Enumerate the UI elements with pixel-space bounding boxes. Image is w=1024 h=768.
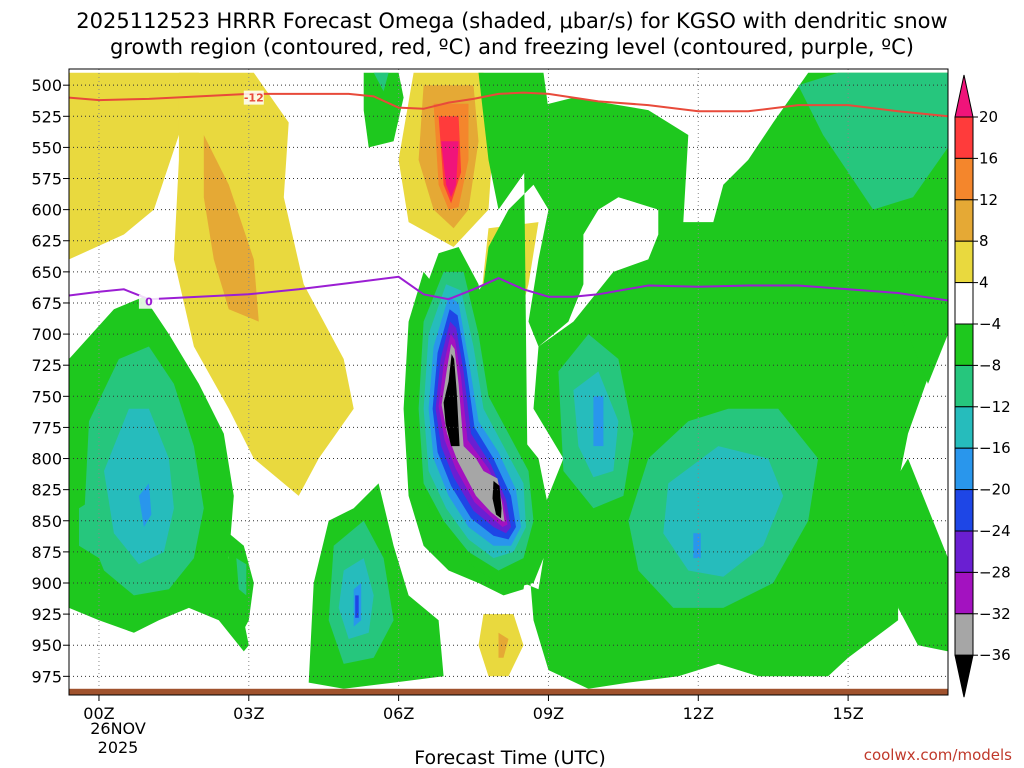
y-tick-label-625: 625 [31,232,62,251]
colorbar-label-2: 12 [979,191,998,209]
colorbar-label-11: −28 [979,563,1011,581]
colorbar-label-10: −24 [979,522,1011,540]
y-tick-label-950: 950 [31,636,62,655]
colorbar-label-8: −16 [979,439,1011,457]
y-tick-label-550: 550 [31,138,62,157]
y-tick-label-575: 575 [31,170,62,189]
colorbar-label-7: −12 [979,398,1011,416]
colorbar-label-12: −32 [979,605,1011,623]
colorbar-bin-0 [954,116,974,159]
colorbar-label-1: 16 [979,149,998,167]
omega-region-14 [363,72,404,148]
x-date-label-day: 26NOV [90,719,146,738]
x-tick-label-15Z: 15Z [832,704,863,723]
dendritic-growth-minus-12C-label: -12 [244,92,264,105]
y-tick-label-825: 825 [31,481,62,500]
colorbar-label-9: −20 [979,481,1011,499]
omega-region-2 [203,135,259,322]
omega-region-22 [893,458,948,652]
omega-region-30 [355,595,359,618]
omega-region-38 [79,495,109,559]
y-tick-label-850: 850 [31,512,62,531]
colorbar-label-5: −4 [979,315,1001,333]
omega-region-12 [498,632,509,658]
y-tick-label-750: 750 [31,387,62,406]
y-tick-label-925: 925 [31,605,62,624]
colorbar-label-6: −8 [979,356,1001,374]
y-tick-label-500: 500 [31,76,62,95]
colorbar-bottom-arrow [954,654,974,698]
y-tick-label-600: 600 [31,201,62,220]
omega-region-15 [373,72,389,92]
y-tick-label-875: 875 [31,543,62,562]
y-tick-label-975: 975 [31,667,62,686]
colorbar-bin-2 [954,199,974,242]
omega-region-26 [138,483,152,527]
colorbar-bin-4 [954,282,974,325]
omega-region-0 [69,72,199,260]
omega-region-33 [593,396,604,447]
plot-frame [68,68,949,696]
gridlines [69,69,948,695]
colorbar-label-0: 20 [979,108,998,126]
colorbar-bin-11 [954,571,974,615]
freezing-level-0C-label: 0 [145,296,153,309]
colorbar-bin-9 [954,489,974,532]
x-tick-label-00Z: 00Z [83,704,114,723]
omega-region-46 [441,344,505,522]
omega-region-37 [798,72,948,210]
dendritic-growth-minus-12C-label-bg [243,90,264,105]
pressure-axis: 500 525 550 575 600 625 650 675 700 725 750 775 800 8… [31,76,69,686]
x-tick-label-03Z: 03Z [233,704,264,723]
x-date-label-year: 2025 [98,738,139,757]
x-tick-label-09Z: 09Z [533,704,564,723]
chart-title-line-1: 2025112523 HRRR Forecast Omega (shaded, … [76,9,947,33]
freezing-level-0C-label-bg [138,294,159,309]
y-tick-label-775: 775 [31,418,62,437]
temperature-contours: -12 0 [69,90,948,309]
y-tick-label-525: 525 [31,107,62,126]
colorbar-label-3: 8 [979,232,989,250]
colorbar-bin-3 [954,240,974,284]
omega-region-47 [443,354,460,447]
y-tick-label-800: 800 [31,450,62,469]
colorbar-bin-5 [954,323,974,366]
colorbar-bin-12 [954,613,974,656]
omega-region-36 [693,533,701,559]
colorbar-bin-8 [954,447,974,491]
ground-surface-bar [69,688,948,695]
dendritic-growth-minus-12C-line [69,91,948,118]
x-tick-label-12Z: 12Z [683,704,714,723]
y-tick-label-900: 900 [31,574,62,593]
x-tick-label-06Z: 06Z [383,704,414,723]
y-tick-label-725: 725 [31,356,62,375]
omega-region-7 [441,141,459,198]
colorbar-top-arrow [954,74,974,118]
colorbar-bin-1 [954,157,974,201]
colorbar-bin-6 [954,364,974,408]
y-tick-label-700: 700 [31,325,62,344]
colorbar-bin-7 [954,406,974,449]
time-axis: 00Z 03Z 06Z 09Z 12Z 15Z [83,695,864,723]
y-tick-label-650: 650 [31,263,62,282]
omega-region-16 [478,72,549,210]
omega-region-35 [663,446,784,577]
y-tick-label-675: 675 [31,294,62,313]
omega-region-48 [492,480,502,519]
colorbar-bin-10 [954,530,974,573]
source-credit: coolwx.com/models [864,746,1012,764]
x-axis-title: Forecast Time (UTC) [414,747,605,768]
omega-region-25 [104,408,174,565]
colorbar: 20 16 12 8 4 −4 −8 −12 −16 −20 −24 −28 −32 −36 [954,74,1011,698]
chart-title-line-2: growth region (contoured, red, ºC) and f… [110,35,914,59]
colorbar-label-4: 4 [979,274,989,292]
colorbar-label-13: −36 [979,646,1011,664]
omega-region-39 [236,558,247,596]
omega-shading [69,72,948,689]
freezing-level-0C-line [69,275,948,302]
